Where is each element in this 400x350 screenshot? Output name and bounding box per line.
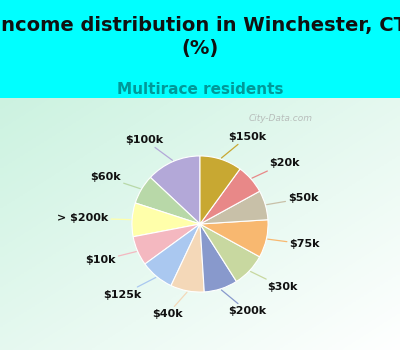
Text: $30k: $30k <box>251 272 297 292</box>
Text: $10k: $10k <box>85 252 136 266</box>
Text: $50k: $50k <box>267 193 319 205</box>
Text: $20k: $20k <box>252 158 300 178</box>
Wedge shape <box>145 224 200 286</box>
Text: Income distribution in Winchester, CT
(%): Income distribution in Winchester, CT (%… <box>0 16 400 58</box>
Wedge shape <box>171 224 204 292</box>
Text: $60k: $60k <box>90 172 140 189</box>
Wedge shape <box>132 203 200 237</box>
Text: $75k: $75k <box>268 239 320 249</box>
Wedge shape <box>133 224 200 264</box>
Wedge shape <box>135 177 200 224</box>
Wedge shape <box>200 224 260 281</box>
Wedge shape <box>200 156 240 224</box>
Text: City-Data.com: City-Data.com <box>249 114 313 123</box>
Text: $40k: $40k <box>152 292 187 319</box>
Text: $200k: $200k <box>222 290 266 316</box>
Wedge shape <box>200 224 236 292</box>
Wedge shape <box>200 191 268 224</box>
Text: $100k: $100k <box>125 135 172 160</box>
Text: > $200k: > $200k <box>57 213 131 223</box>
Wedge shape <box>200 220 268 257</box>
Wedge shape <box>200 169 260 224</box>
Wedge shape <box>150 156 200 224</box>
Text: $125k: $125k <box>103 278 156 300</box>
Text: Multirace residents: Multirace residents <box>117 82 283 97</box>
Text: $150k: $150k <box>222 132 266 158</box>
